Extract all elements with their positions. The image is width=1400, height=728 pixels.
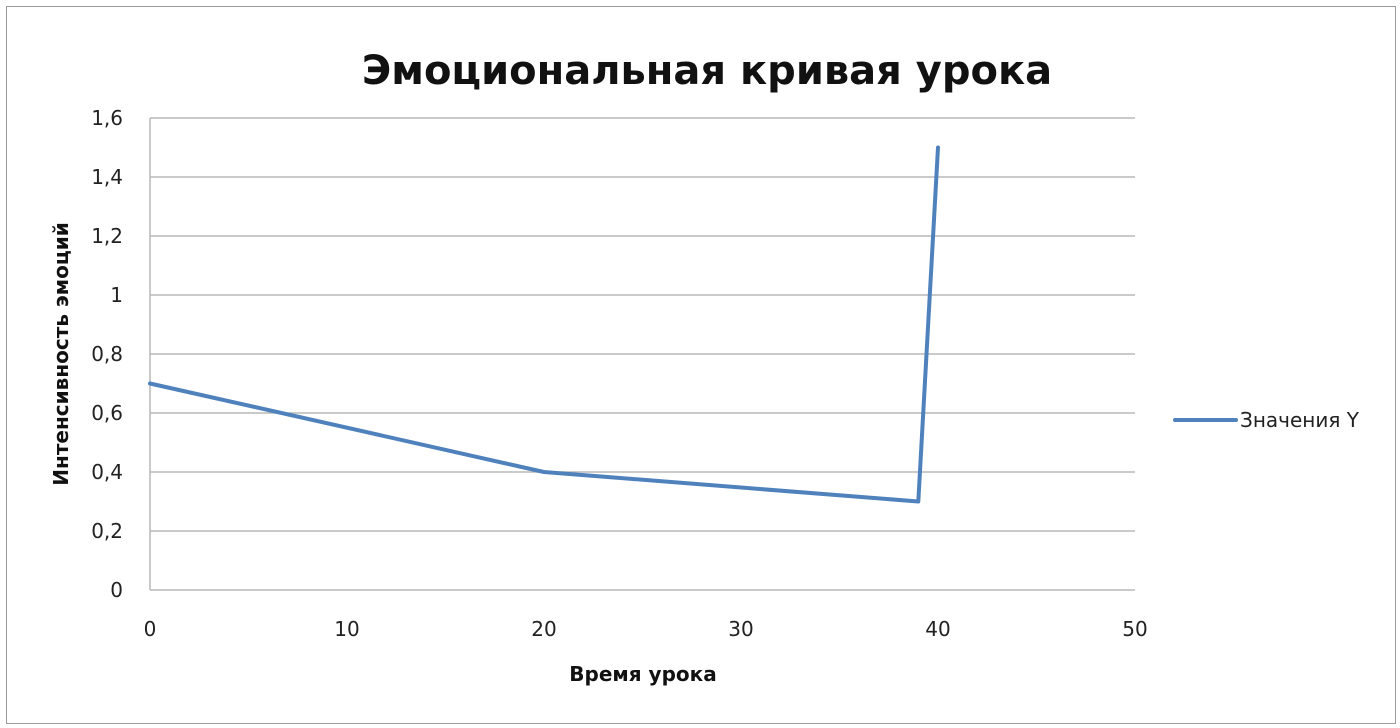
y-tick-label: 1,4	[91, 165, 123, 189]
series-line	[150, 148, 938, 502]
y-tick-label: 0	[110, 578, 123, 602]
x-axis-ticks: 0 10 20 30 40 50	[144, 617, 1148, 641]
series-group	[150, 148, 938, 502]
y-axis-ticks: 0 0,2 0,4 0,6 0,8 1 1,2 1,4 1,6	[91, 106, 123, 602]
x-tick-label: 20	[531, 617, 556, 641]
x-tick-label: 30	[728, 617, 753, 641]
y-tick-label: 0,6	[91, 401, 123, 425]
y-axis-label: Интенсивность эмоций	[49, 222, 73, 485]
y-tick-label: 1	[110, 283, 123, 307]
legend-label: Значения Y	[1240, 408, 1360, 432]
chart-title: Эмоциональная кривая урока	[362, 48, 1052, 94]
x-axis-label: Время урока	[569, 662, 716, 686]
y-tick-label: 0,2	[91, 519, 123, 543]
x-tick-label: 40	[925, 617, 950, 641]
x-tick-label: 10	[334, 617, 359, 641]
gridlines	[150, 118, 1135, 531]
x-tick-label: 0	[144, 617, 157, 641]
x-tick-label: 50	[1122, 617, 1147, 641]
y-tick-label: 1,2	[91, 224, 123, 248]
y-tick-label: 0,4	[91, 460, 123, 484]
legend: Значения Y	[1175, 408, 1360, 432]
y-tick-label: 1,6	[91, 106, 123, 130]
y-tick-label: 0,8	[91, 342, 123, 366]
